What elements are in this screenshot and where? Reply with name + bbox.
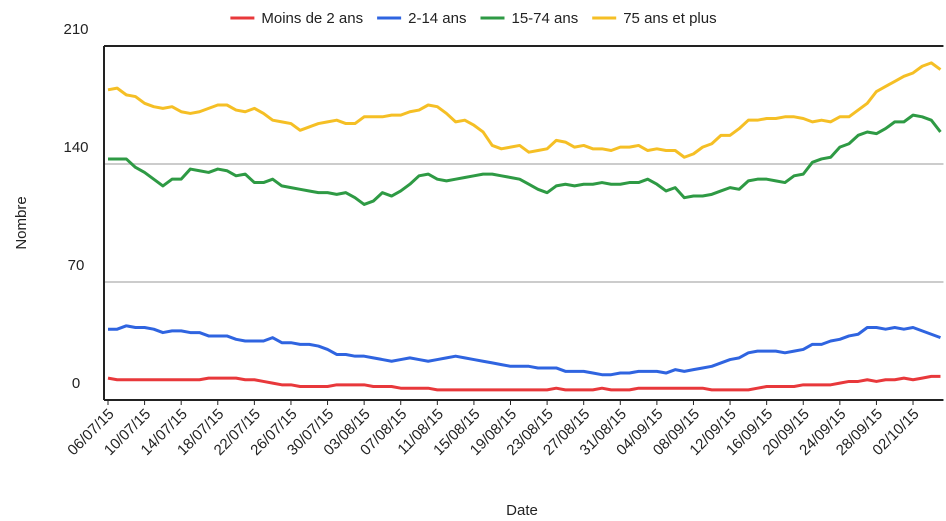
legend-item: 2-14 ans xyxy=(377,10,466,27)
legend-item: 75 ans et plus xyxy=(592,10,717,27)
series-line xyxy=(108,324,941,377)
legend-label: Moins de 2 ans xyxy=(261,10,363,27)
legend: Moins de 2 ans 2-14 ans 15-74 ans 75 ans et… xyxy=(230,10,717,27)
series-line xyxy=(107,61,942,159)
legend-label: 2-14 ans xyxy=(408,10,466,27)
series-line xyxy=(107,374,941,392)
y-tick-label: 140 xyxy=(63,139,88,156)
legend-item: 15-74 ans xyxy=(480,10,578,27)
y-tick-label: 0 xyxy=(72,375,80,392)
y-tick-label: 70 xyxy=(68,257,85,274)
x-axis-label: Date xyxy=(506,502,538,519)
y-axis-label: Nombre xyxy=(13,196,30,249)
legend-item: Moins de 2 ans xyxy=(230,10,363,27)
series-line xyxy=(108,113,942,206)
legend-label: 75 ans et plus xyxy=(623,10,716,27)
y-tick-label: 210 xyxy=(63,21,88,38)
legend-label: 15-74 ans xyxy=(511,10,578,27)
